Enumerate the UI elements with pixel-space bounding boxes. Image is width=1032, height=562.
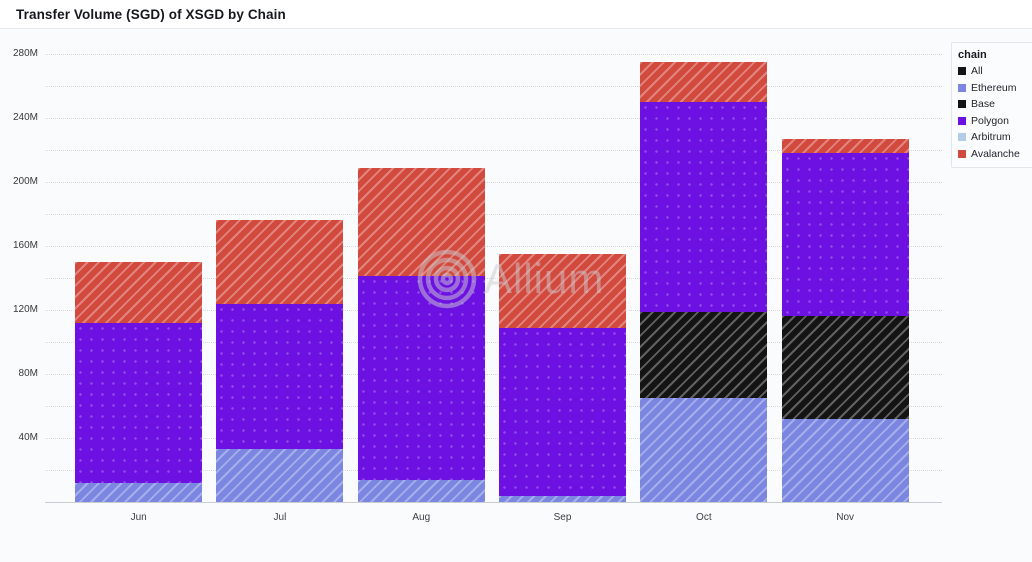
gridline (45, 246, 942, 247)
legend-swatch-all (958, 67, 966, 75)
title-bar: Transfer Volume (SGD) of XSGD by Chain (0, 0, 1032, 29)
gridline (45, 150, 942, 151)
x-axis-line (45, 502, 942, 503)
legend-item-polygon[interactable]: Polygon (958, 115, 1028, 127)
legend-item-base[interactable]: Base (958, 98, 1028, 110)
legend-label: Base (971, 98, 995, 110)
chart-area: 40M 80M 120M 160M 200M 240M 280M Jun Jul Aug Sep Oc… (0, 30, 1032, 562)
legend-label: All (971, 65, 983, 77)
x-axis-label-aug: Aug (412, 512, 431, 523)
bar-segment-polygon-jul[interactable] (216, 303, 344, 450)
bar-segment-ethereum-aug[interactable] (357, 479, 485, 502)
y-axis-tick-label: 80M (18, 368, 38, 379)
legend-item-arbitrum[interactable]: Arbitrum (958, 131, 1028, 143)
bar-segment-polygon-sep[interactable] (499, 327, 627, 496)
legend-swatch-polygon (958, 116, 966, 125)
y-axis-tick-label: 200M (12, 176, 38, 187)
gridline (45, 342, 942, 343)
bar-segment-polygon-oct[interactable] (640, 102, 768, 312)
x-axis-label-jul: Jul (273, 512, 287, 523)
page-title: Transfer Volume (SGD) of XSGD by Chain (16, 6, 286, 22)
legend: chain All Ethereum Base Polygon Arbitrum Aval… (951, 42, 1032, 168)
legend-title: chain (958, 49, 987, 61)
x-axis-label-oct: Oct (696, 512, 712, 523)
gridline (45, 374, 942, 375)
bar-segment-polygon-aug[interactable] (357, 276, 485, 480)
legend-swatch-ethereum (958, 83, 966, 92)
gridline (45, 470, 942, 471)
legend-swatch-base (958, 100, 966, 108)
gridline (45, 54, 942, 55)
bar-segment-avalanche-nov[interactable] (781, 138, 909, 154)
bar-segment-avalanche-sep[interactable] (499, 254, 627, 328)
bar-segment-ethereum-nov[interactable] (781, 418, 909, 502)
y-axis-tick-label: 240M (12, 112, 38, 123)
gridline (45, 214, 942, 215)
bar-segment-avalanche-oct[interactable] (640, 62, 768, 102)
legend-item-avalanche[interactable]: Avalanche (958, 148, 1028, 160)
gridline (45, 310, 942, 311)
y-axis-tick-label: 40M (18, 432, 38, 443)
legend-swatch-arbitrum (958, 133, 966, 141)
legend-swatch-avalanche (958, 149, 966, 158)
y-axis-tick-label: 160M (12, 240, 38, 251)
bar-segment-avalanche-jul[interactable] (216, 220, 344, 304)
legend-items: All Ethereum Base Polygon Arbitrum Avalanche (958, 65, 1028, 160)
bar-segment-ethereum-jul[interactable] (216, 449, 344, 502)
gridline (45, 278, 942, 279)
x-axis-label-sep: Sep (553, 512, 572, 523)
y-axis-tick-label: 120M (12, 304, 38, 315)
legend-label: Ethereum (971, 81, 1017, 94)
legend-item-all[interactable]: All (958, 65, 1028, 77)
gridline (45, 86, 942, 87)
legend-label: Arbitrum (971, 131, 1011, 143)
legend-label: Avalanche (971, 147, 1020, 160)
x-axis-label-nov: Nov (836, 512, 855, 523)
bar-segment-ethereum-jun[interactable] (75, 482, 203, 502)
gridline (45, 182, 942, 183)
bar-segment-polygon-jun[interactable] (75, 322, 203, 483)
bar-segment-polygon-nov[interactable] (781, 153, 909, 317)
bar-segment-avalanche-jun[interactable] (75, 262, 203, 323)
bar-segment-ethereum-oct[interactable] (640, 398, 768, 502)
bar-segment-base-nov[interactable] (781, 316, 909, 419)
legend-label: Polygon (971, 114, 1009, 127)
legend-item-ethereum[interactable]: Ethereum (958, 82, 1028, 94)
gridline (45, 438, 942, 439)
gridline (45, 406, 942, 407)
bar-segment-avalanche-aug[interactable] (357, 167, 485, 277)
bar-segment-ethereum-sep[interactable] (499, 495, 627, 502)
gridline (45, 118, 942, 119)
bar-segment-base-oct[interactable] (640, 311, 768, 398)
y-axis-tick-label: 280M (12, 48, 38, 59)
x-axis-label-jun: Jun (130, 512, 147, 523)
